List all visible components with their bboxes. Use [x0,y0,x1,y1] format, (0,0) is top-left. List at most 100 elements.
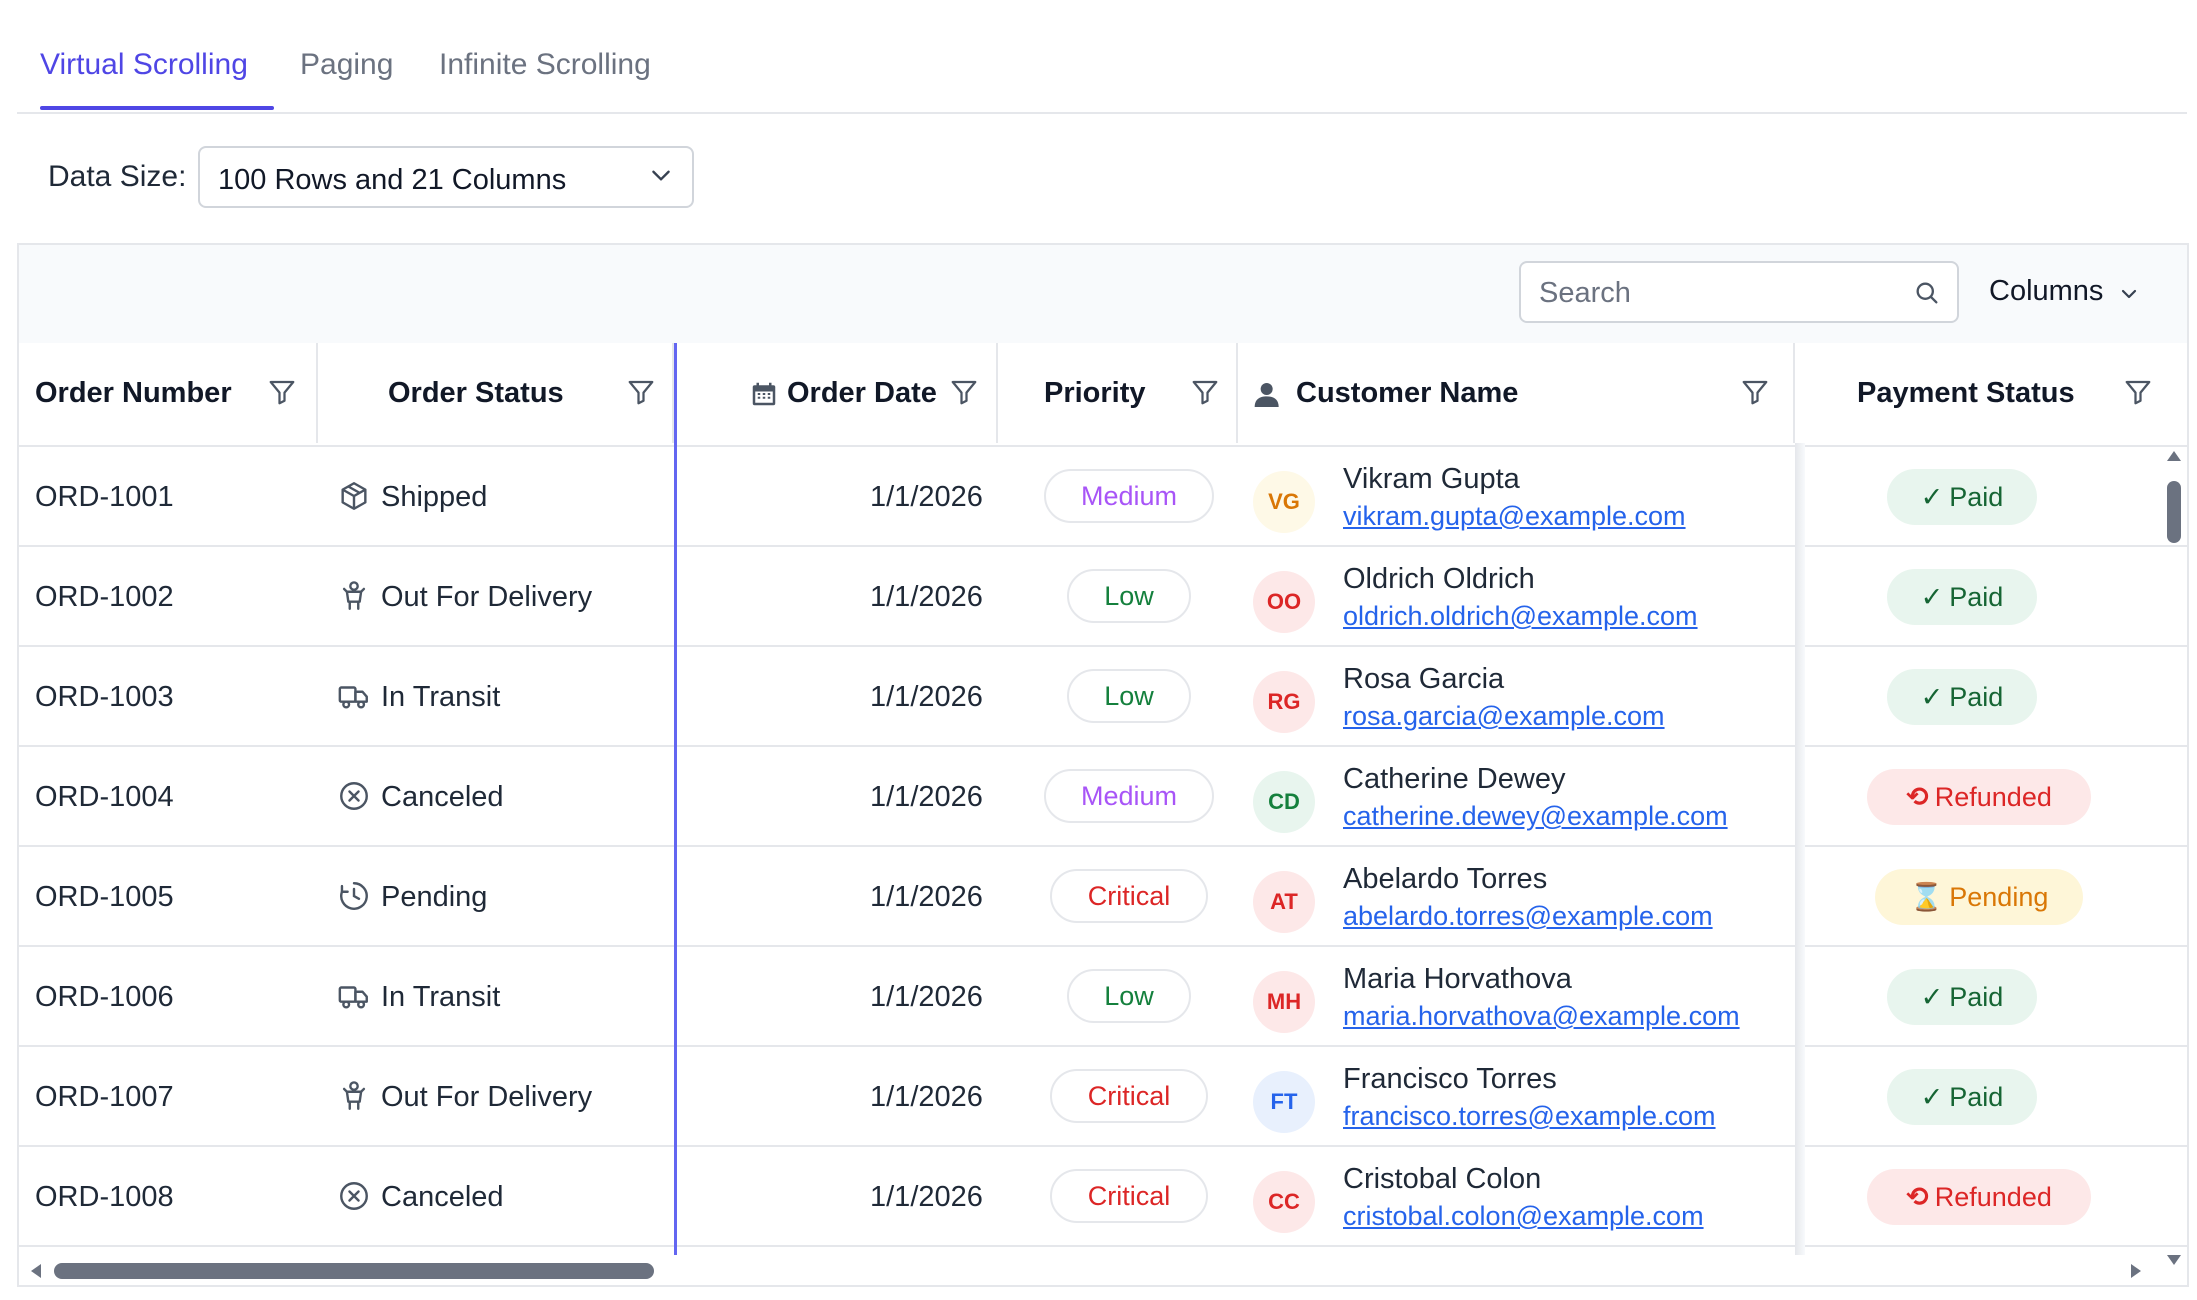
order-status-cell: In Transit [381,981,501,1013]
avatar: MH [1253,971,1315,1033]
header-label: Order Date [787,377,937,409]
table-row[interactable]: ORD-1004 Canceled 1/1/2026 Medium CD Catherin… [19,745,2187,847]
scroll-down-arrow-icon[interactable] [2167,1255,2181,1265]
customer-name: Catherine Dewey [1343,763,1566,795]
customer-email-link[interactable]: abelardo.torres@example.com [1343,901,1713,931]
priority-badge: Low [1067,669,1191,723]
avatar: VG [1253,471,1315,533]
order-status-cell: Out For Delivery [381,1081,593,1113]
payment-status-label: Paid [1949,582,2004,612]
frozen-column-divider [674,343,677,1255]
order-number-cell: ORD-1008 [35,1181,174,1213]
data-size-dropdown[interactable]: 100 Rows and 21 Columns [198,146,694,208]
order-number-cell: ORD-1004 [35,781,174,813]
customer-email-link[interactable]: vikram.gupta@example.com [1343,501,1686,531]
filter-icon[interactable] [949,377,979,407]
priority-badge: Critical [1050,869,1208,923]
table-row[interactable]: ORD-1001 Shipped 1/1/2026 Medium VG Vikram Gu… [19,445,2187,547]
header-payment-status[interactable]: Payment Status [1805,343,2179,443]
table-row[interactable]: ORD-1007 Out For Delivery 1/1/2026 Critical… [19,1045,2187,1147]
header-order-status[interactable]: Order Status [318,343,674,443]
table-row[interactable]: ORD-1008 Canceled 1/1/2026 Critical CC Cristo… [19,1145,2187,1247]
scroll-right-arrow-icon[interactable] [2131,1264,2141,1278]
avatar: CC [1253,1171,1315,1233]
tab-infinite-scrolling[interactable]: Infinite Scrolling [439,48,651,81]
customer-email-link[interactable]: francisco.torres@example.com [1343,1101,1716,1131]
tab-virtual-scrolling[interactable]: Virtual Scrolling [40,48,248,81]
check-icon: ✓ [1920,482,1944,512]
payment-status-label: Paid [1949,682,2004,712]
priority-badge: Critical [1050,1169,1208,1223]
check-icon: ✓ [1920,1082,1944,1112]
customer-email-link[interactable]: maria.horvathova@example.com [1343,1001,1740,1031]
order-date-cell: 1/1/2026 [870,1181,983,1213]
priority-badge: Low [1067,969,1191,1023]
data-grid: Columns Order Number Order Status Order … [17,243,2189,1287]
customer-name: Rosa Garcia [1343,663,1505,695]
table-row[interactable]: ORD-1002 Out For Delivery 1/1/2026 Low OO Old… [19,545,2187,647]
circle-x-icon [340,1182,368,1210]
data-size-value: 100 Rows and 21 Columns [218,164,567,196]
payment-status-label: Refunded [1934,782,2052,812]
horizontal-scrollbar[interactable] [19,1255,2159,1285]
delivery-person-icon [342,1081,366,1110]
search-input[interactable] [1537,273,1901,313]
tab-paging[interactable]: Paging [300,48,394,81]
refund-icon: ⟲ [1906,1182,1929,1212]
columns-button[interactable]: Columns [1989,275,2141,308]
calendar-icon [752,382,776,406]
order-number-cell: ORD-1005 [35,881,174,913]
customer-name: Vikram Gupta [1343,463,1520,495]
payment-status-badge: ⟲ Refunded [1867,769,2091,825]
header-customer-name[interactable]: Customer Name [1238,343,1795,443]
columns-label: Columns [1989,275,2104,307]
clock-icon [340,882,368,910]
payment-status-label: Paid [1949,1082,2004,1112]
order-date-cell: 1/1/2026 [870,581,983,613]
filter-icon[interactable] [1190,377,1220,407]
avatar: RG [1253,671,1315,733]
customer-email-link[interactable]: catherine.dewey@example.com [1343,801,1728,831]
filter-icon[interactable] [267,377,297,407]
payment-status-badge: ✓ Paid [1887,969,2037,1025]
customer-email-link[interactable]: cristobal.colon@example.com [1343,1201,1704,1231]
table-row[interactable]: ORD-1006 In Transit 1/1/2026 Low MH Maria Hor… [19,945,2187,1047]
chevron-down-icon [652,170,670,181]
horizontal-scroll-thumb[interactable] [54,1263,654,1279]
priority-badge: Medium [1044,769,1214,823]
priority-badge: Medium [1044,469,1214,523]
package-icon [341,482,367,510]
avatar: CD [1253,771,1315,833]
chevron-down-icon [2122,289,2137,299]
scroll-left-arrow-icon[interactable] [31,1264,41,1278]
customer-name: Maria Horvathova [1343,963,1572,995]
check-icon: ✓ [1920,682,1944,712]
table-row[interactable]: ORD-1003 In Transit 1/1/2026 Low RG Rosa Garc… [19,645,2187,747]
search-icon[interactable] [1913,279,1941,307]
order-status-cell: Canceled [381,1181,504,1213]
customer-email-link[interactable]: rosa.garcia@example.com [1343,701,1665,731]
vertical-scrollbar[interactable] [2159,445,2187,1265]
scroll-up-arrow-icon[interactable] [2167,451,2181,461]
table-row[interactable]: ORD-1005 Pending 1/1/2026 Critical AT Abelard… [19,845,2187,947]
filter-icon[interactable] [1740,377,1770,407]
customer-email-link[interactable]: oldrich.oldrich@example.com [1343,601,1698,631]
order-number-cell: ORD-1001 [35,481,174,513]
priority-badge: Critical [1050,1069,1208,1123]
vertical-scroll-thumb[interactable] [2167,481,2181,543]
check-icon: ✓ [1920,982,1944,1012]
header-order-number[interactable]: Order Number [19,343,318,443]
header-label: Priority [1044,377,1146,409]
circle-x-icon [340,782,368,810]
grid-header: Order Number Order Status Order Date Pri… [19,343,2187,447]
delivery-person-icon [342,581,366,610]
avatar: OO [1253,571,1315,633]
active-tab-indicator [40,106,274,110]
header-order-date[interactable]: Order Date [677,343,998,443]
user-icon [1254,383,1279,407]
filter-icon[interactable] [626,377,656,407]
order-date-cell: 1/1/2026 [870,981,983,1013]
header-priority[interactable]: Priority [998,343,1238,443]
filter-icon[interactable] [2123,377,2153,407]
order-number-cell: ORD-1002 [35,581,174,613]
